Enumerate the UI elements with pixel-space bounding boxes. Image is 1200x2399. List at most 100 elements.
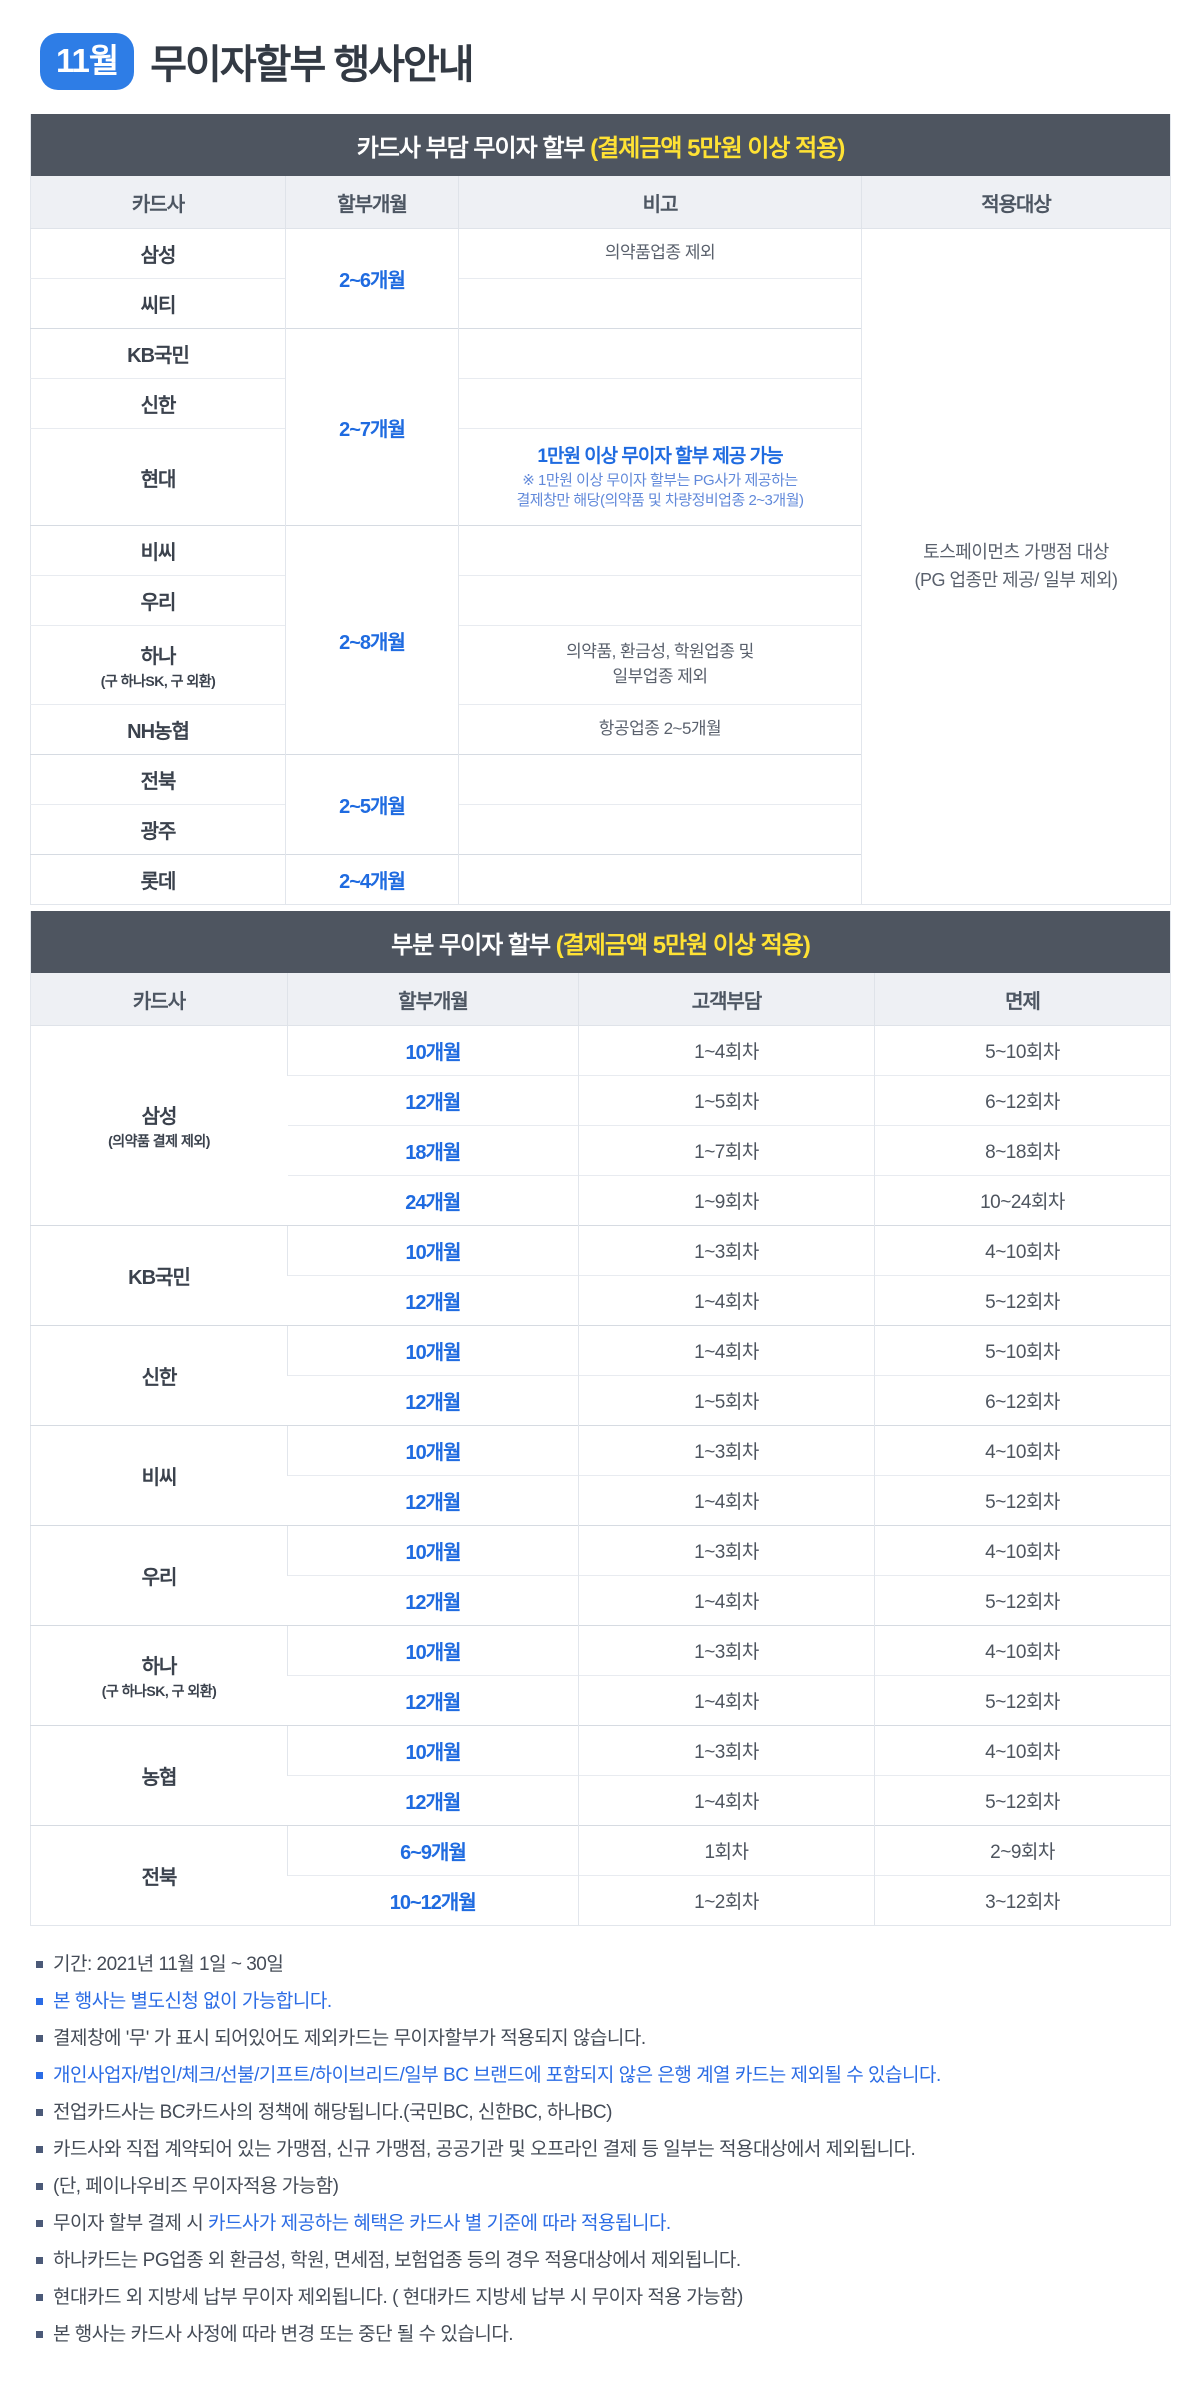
exemption-cell: 5~12회차 [873,1275,1171,1326]
table-row: 삼성 (의약품 결제 제외) 10개월 1~4회차 5~10회차 [31,1025,1171,1149]
table-row: 10~12개월 1~2회차 3~12회차 [31,1875,1171,1926]
table-row: 전북 6~9개월 1회차 2~9회차 [30,1825,1171,1926]
card-name-cell: 삼성 (의약품 결제 제외) [31,1026,288,1226]
note-item: 기간: 2021년 11월 1일 ~ 30일 [36,1952,1170,1978]
card-name-cell: 비씨 [30,525,286,576]
col-header-apply-target: 적용대상 [861,176,1171,229]
table1-header-band: 카드사 부담 무이자 할부 (결제금액 5만원 이상 적용) [30,114,1171,176]
exemption-cell: 2~9회차 [873,1825,1171,1876]
remark-cell: 1만원 이상 무이자 할부 제공 가능 ※ 1만원 이상 무이자 할부는 PG사가… [458,428,862,526]
bullet-icon [36,2183,43,2190]
customer-burden-cell: 1~4회차 [578,1575,875,1626]
table-row: 현대 1만원 이상 무이자 할부 제공 가능 ※ 1만원 이상 무이자 할부는 PG… [30,428,1171,526]
remark-cell [458,804,862,855]
card-name-cell: 비씨 [30,1425,288,1526]
table1-header-highlight: (결제금액 5만원 이상 적용) [590,134,845,162]
installment-months-cell: 10개월 [287,1625,579,1676]
customer-burden-cell: 1~7회차 [578,1125,875,1176]
col-header-remark: 비고 [458,176,862,229]
exemption-cell: 6~12회차 [873,1075,1171,1126]
installment-months-cell: 12개월 [287,1475,579,1526]
note-item: 전업카드사는 BC카드사의 정책에 해당됩니다.(국민BC, 신한BC, 하나B… [36,2100,1170,2126]
exemption-cell: 5~12회차 [873,1675,1171,1726]
exemption-cell: 4~10회차 [873,1425,1171,1476]
table-row: 삼성 2~6개월 의약품업종 제외 토스페이먼츠 가맹점 대상 (PG 업종만 제공/ … [31,228,1171,905]
apply-target-line1: 토스페이먼츠 가맹점 대상 [923,541,1109,562]
col-header-card: 카드사 [30,176,286,229]
card-name-cell: 현대 [30,428,286,526]
exemption-cell: 4~10회차 [873,1725,1171,1776]
card-name-cell: KB국민 [30,328,286,379]
month-badge: 11월 [40,32,135,90]
card-name: KB국민 [127,345,190,367]
note-text: (단, 페이나우비즈 무이자적용 가능함) [53,2176,339,2197]
card-name-cell: 씨티 [30,278,286,329]
installment-months-cell: 12개월 [287,1575,579,1626]
table1-header-text: 카드사 부담 무이자 할부 [356,134,591,162]
remark-cell: 의약품, 환금성, 학원업종 및 일부업종 제외 [458,625,862,705]
note-text: 본 행사는 카드사 사정에 따라 변경 또는 중단 될 수 있습니다. [53,2324,514,2345]
installment-months-cell: 18개월 [287,1125,579,1176]
installment-months-cell: 12개월 [287,1375,579,1426]
exemption-cell: 8~18회차 [873,1125,1171,1176]
card-name-cell: 신한 [30,1325,288,1426]
installment-months-cell: 2~4개월 [285,854,459,905]
customer-burden-cell: 1~4회차 [578,1475,875,1526]
card-name: 광주 [140,821,177,843]
card-name-cell: 하나 (구 하나SK, 구 외환) [30,1625,288,1726]
col-header-customer-burden: 고객부담 [578,973,875,1026]
footer-notes: 기간: 2021년 11월 1일 ~ 30일 본 행사는 별도신청 없이 가능합니… [30,1952,1170,2348]
table-row: 롯데 2~4개월 [30,854,1171,905]
remark-cell [458,278,862,329]
remark-cell [458,328,862,379]
table-row: NH농협 항공업종 2~5개월 [30,704,1171,755]
card-name-cell: 농협 [30,1725,288,1826]
card-name-cell: 우리 [30,575,286,626]
col-header-exemption: 면제 [873,973,1171,1026]
table-row: 광주 [30,804,1171,855]
remark-cell [458,525,862,576]
exemption-cell: 5~10회차 [873,1325,1171,1376]
card-name-cell: 롯데 [30,854,286,905]
note-text: 전업카드사는 BC카드사의 정책에 해당됩니다.(국민BC, 신한BC, 하나B… [53,2102,612,2123]
installment-months-cell: 10개월 [287,1325,579,1376]
table-row: 신한 [30,378,1171,429]
apply-target-line2: (PG 업종만 제공/ 일부 제외) [914,569,1118,590]
customer-burden-cell: 1~4회차 [578,1325,875,1376]
card-name: 전북 [140,771,177,793]
remark-cell: 항공업종 2~5개월 [458,704,862,755]
col-header-months: 할부개월 [287,973,579,1026]
remark-highlight: 1만원 이상 무이자 할부 제공 가능 [537,445,783,467]
table-row: 농협 10개월 1~3회차 4~10회차 [30,1725,1171,1826]
remark-sub-line: ※ 1만원 이상 무이자 할부는 PG사가 제공하는 [522,471,798,489]
note-text: 기간: 2021년 11월 1일 ~ 30일 [53,1954,284,1975]
bullet-icon [36,2109,43,2116]
remark-cell [458,378,862,429]
installment-months-cell: 10개월 [287,1225,579,1276]
installment-months-cell: 2~5개월 [285,754,459,855]
table-row: 12개월 1~5회차 6~12회차 [31,1075,1171,1126]
card-name: 비씨 [140,542,177,564]
card-name: 신한 [141,1367,178,1389]
customer-burden-cell: 1~5회차 [578,1075,875,1126]
card-name: NH농협 [127,721,190,743]
card-name: 농협 [141,1767,178,1789]
table-row: KB국민 10개월 1~3회차 4~10회차 [30,1225,1171,1326]
customer-burden-cell: 1회차 [578,1825,875,1876]
card-name-cell: 광주 [30,804,286,855]
bullet-icon [36,1998,43,2005]
card-name: 롯데 [140,871,177,893]
card-name: 비씨 [141,1467,178,1489]
note-text: 개인사업자/법인/체크/선불/기프트/하이브리드/일부 BC 브랜드에 포함되지… [53,2065,941,2086]
card-name-cell: KB국민 [30,1225,288,1326]
installment-months-cell: 10개월 [287,1725,579,1776]
installment-months-cell: 2~8개월 [285,525,459,755]
remark-cell [458,854,862,905]
page-title-row: 11월 무이자할부 행사안내 [30,0,1170,114]
note-item: 무이자 할부 결제 시 카드사가 제공하는 혜택은 카드사 별 기준에 따라 적… [36,2211,1170,2237]
table-row: 비씨 10개월 1~3회차 4~10회차 [30,1425,1171,1526]
customer-burden-cell: 1~2회차 [578,1875,875,1926]
card-name-sub: (구 하나SK, 구 외환) [100,672,216,689]
partial-free-installment-section: 부분 무이자 할부 (결제금액 5만원 이상 적용) 카드사 할부개월 고객부담… [30,911,1172,1926]
bullet-icon [36,1961,43,1968]
